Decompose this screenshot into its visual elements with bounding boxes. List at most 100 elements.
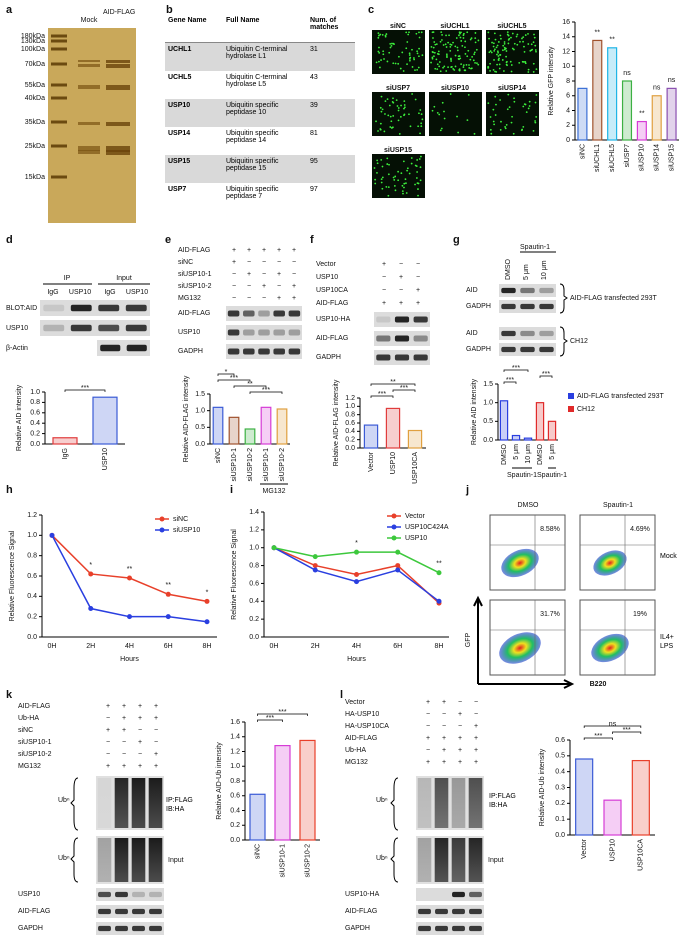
cell bbox=[393, 185, 396, 187]
cell bbox=[503, 42, 506, 45]
blot-label: GADPH bbox=[178, 348, 203, 355]
blot-band bbox=[413, 354, 428, 361]
condition-sign: − bbox=[474, 711, 478, 718]
cell bbox=[380, 178, 383, 181]
cell bbox=[409, 59, 411, 62]
cell bbox=[414, 98, 417, 101]
cell bbox=[384, 35, 387, 38]
y-tick-label: 0.8 bbox=[249, 562, 259, 569]
smear bbox=[434, 838, 449, 882]
bar bbox=[499, 400, 509, 441]
significance: *** bbox=[278, 709, 286, 716]
y-tick-label: 1.0 bbox=[249, 545, 259, 552]
legend-label: USP10C424A bbox=[405, 524, 449, 531]
condition-sign: − bbox=[474, 699, 478, 706]
cell bbox=[495, 70, 498, 73]
panel-letter: b bbox=[166, 4, 173, 16]
condition-sign: − bbox=[442, 711, 446, 718]
condition-sign: − bbox=[262, 271, 266, 278]
cell bbox=[441, 39, 443, 41]
cell bbox=[464, 69, 467, 72]
header-cell: Gene Name bbox=[165, 14, 223, 43]
gel-band bbox=[106, 146, 130, 152]
y-tick-label: 0.6 bbox=[249, 580, 259, 587]
condition-sign: + bbox=[442, 759, 446, 766]
cell bbox=[533, 33, 535, 36]
condition-sign: − bbox=[262, 259, 266, 266]
cell bbox=[470, 37, 473, 40]
y-tick-label: 1.6 bbox=[230, 719, 240, 726]
cell bbox=[457, 131, 460, 134]
cell bbox=[418, 158, 421, 160]
cell bbox=[449, 43, 452, 46]
condition-sign: + bbox=[458, 747, 462, 754]
blot bbox=[226, 325, 302, 340]
y-tick-label: 0.0 bbox=[249, 634, 259, 641]
cell bbox=[378, 46, 380, 49]
significance: ** bbox=[127, 566, 133, 573]
blot-band bbox=[100, 344, 121, 352]
blot-label: AID-FLAG bbox=[345, 908, 377, 915]
cell bbox=[523, 50, 526, 53]
cell bbox=[419, 179, 422, 182]
cell bbox=[397, 179, 400, 182]
cell bbox=[417, 182, 420, 185]
cell bbox=[524, 103, 527, 106]
cell bbox=[438, 61, 441, 63]
cell bbox=[440, 127, 443, 130]
cell bbox=[431, 56, 434, 59]
microscopy-image bbox=[372, 30, 425, 74]
y-axis-label: Relative Fluorescence Signal bbox=[9, 530, 16, 621]
cell bbox=[418, 36, 421, 39]
smear bbox=[131, 778, 146, 828]
cell bbox=[494, 38, 497, 41]
condition-sign: + bbox=[474, 723, 478, 730]
condition-label: siNC bbox=[178, 259, 193, 266]
ladder-band bbox=[51, 83, 67, 87]
input-label: Input bbox=[168, 857, 184, 864]
cell bbox=[496, 44, 499, 47]
bar bbox=[407, 429, 423, 449]
cell bbox=[392, 62, 395, 65]
bracket bbox=[217, 379, 251, 382]
cell bbox=[377, 130, 379, 132]
y-tick-label: 0.0 bbox=[230, 837, 240, 844]
y-tick-label: 0.8 bbox=[30, 399, 40, 406]
x-tick-label: siUSP14 bbox=[654, 144, 661, 171]
cell bbox=[411, 66, 414, 68]
condition-sign: + bbox=[262, 283, 266, 290]
marker-label: 40kDa bbox=[25, 95, 45, 102]
cell bbox=[445, 46, 448, 48]
cell bbox=[399, 67, 402, 70]
cell bbox=[421, 118, 424, 121]
x-tick-label: DMSO bbox=[537, 443, 544, 465]
x-tick-label: 2H bbox=[86, 643, 95, 650]
cell bbox=[420, 122, 423, 125]
blot-band bbox=[539, 303, 554, 310]
ub-label: Ubⁿ bbox=[376, 797, 388, 804]
condition-sign: − bbox=[122, 739, 126, 746]
group-label: IP bbox=[64, 275, 71, 282]
blot-label: GAPDH bbox=[18, 925, 43, 932]
significance: * bbox=[206, 589, 209, 596]
bar bbox=[212, 406, 224, 445]
cell bbox=[418, 55, 420, 58]
x-tick-label: 5 μm bbox=[549, 444, 556, 460]
cell bbox=[462, 37, 465, 39]
table-header: Gene Name Full Name Num. of matches bbox=[165, 14, 355, 43]
condition-label: MG132 bbox=[178, 295, 201, 302]
condition-sign: + bbox=[416, 287, 420, 294]
blot-label: AID-FLAG bbox=[18, 908, 50, 915]
blot bbox=[96, 905, 164, 918]
condition-sign: − bbox=[399, 261, 403, 268]
cell bbox=[498, 63, 501, 66]
ladder-band bbox=[51, 39, 67, 43]
cell bbox=[436, 111, 439, 114]
cell bbox=[386, 98, 389, 100]
cell bbox=[450, 60, 453, 62]
cell bbox=[511, 47, 514, 50]
x-axis-label: Hours bbox=[120, 656, 139, 663]
ub-label: Ubⁿ bbox=[58, 797, 70, 804]
cell bbox=[452, 41, 454, 44]
significance: *** bbox=[623, 727, 631, 734]
